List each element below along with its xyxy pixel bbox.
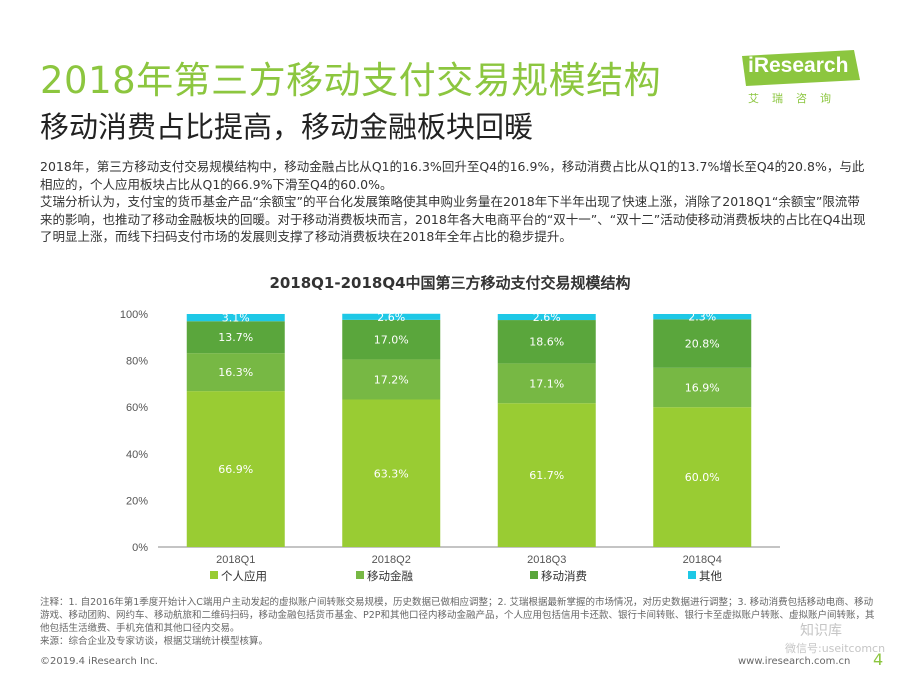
page-title: 2018年第三方移动支付交易规模结构 [40, 59, 662, 102]
summary-paragraph-1: 2018年，第三方移动支付交易规模结构中，移动金融占比从Q1的16.3%回升至Q… [40, 159, 865, 192]
data-label: 61.7% [529, 469, 564, 482]
bar-segment-3-1 [497, 403, 596, 547]
logo-chinese: 艾瑞咨询 [748, 92, 844, 105]
legend-label: 其他 [699, 569, 722, 583]
data-label: 18.6% [529, 336, 564, 349]
bar-segment-3-2 [497, 363, 596, 404]
data-label: 60.0% [685, 471, 720, 484]
data-label: 63.3% [374, 467, 409, 480]
legend-swatch [530, 571, 538, 579]
iresearch-logo: iResearch 艾瑞咨询 [742, 50, 862, 106]
watermark-title: 知识库 [800, 623, 842, 639]
bar-segment-4-2 [653, 367, 752, 408]
data-label: 13.7% [218, 331, 253, 344]
legend-swatch [356, 571, 364, 579]
bar-segment-2-4 [342, 313, 441, 320]
x-tick-label: 2018Q2 [372, 554, 411, 566]
legend-label: 移动消费 [541, 569, 587, 583]
y-tick-label: 40% [126, 449, 148, 461]
bar-segment-1-4 [186, 314, 285, 322]
legend-label: 移动金融 [367, 569, 413, 583]
data-label: 17.1% [529, 377, 564, 390]
page-subtitle: 移动消费占比提高，移动金融板块回暖 [40, 110, 534, 144]
data-label: 17.0% [374, 334, 409, 347]
bar-segment-1-2 [186, 353, 285, 392]
y-tick-label: 100% [120, 309, 148, 321]
legend-label: 个人应用 [221, 569, 267, 583]
bar-segment-4-3 [653, 319, 752, 368]
bar-segment-1-3 [186, 321, 285, 354]
y-tick-label: 60% [126, 402, 148, 414]
legend-swatch [688, 571, 696, 579]
bar-segment-4-1 [653, 407, 752, 547]
footer-website[interactable]: www.iresearch.com.cn [738, 656, 851, 667]
stacked-bar-chart: 0% 20% 40% 60% 80% 100% 66.9% 16.3% 13.7% 3.1% 201… [120, 309, 780, 583]
logo-shape [742, 50, 860, 86]
x-tick-label: 2018Q3 [527, 554, 566, 566]
bar-segment-1-1 [186, 391, 285, 547]
bar-segment-4-4 [653, 314, 752, 320]
data-label: 2.6% [533, 311, 561, 324]
data-label: 66.9% [218, 463, 253, 476]
footer-copyright: ©2019.4 iResearch Inc. [40, 656, 158, 667]
y-tick-label: 20% [126, 495, 148, 507]
x-tick-label: 2018Q1 [216, 554, 255, 566]
logo-text: iResearch [748, 54, 849, 77]
y-tick-label: 80% [126, 356, 148, 368]
bar-segment-3-4 [497, 314, 596, 321]
notes-line: 注释：1. 自2016年第1季度开始计入C端用户主动发起的虚拟账户间转账交易规模… [40, 597, 875, 634]
bar-segment-2-1 [342, 399, 441, 547]
legend-swatch [210, 571, 218, 579]
data-label: 16.3% [218, 366, 253, 379]
summary-paragraph-2: 艾瑞分析认为，支付宝的货币基金产品“余额宝”的平台化发展策略使其申购业务量在20… [40, 194, 866, 244]
data-label: 20.8% [685, 338, 720, 351]
bar-segment-3-3 [497, 320, 596, 364]
y-tick-label: 0% [132, 542, 148, 554]
bar-segment-2-3 [342, 319, 441, 360]
data-label: 2.6% [377, 311, 405, 324]
chart-title: 2018Q1-2018Q4中国第三方移动支付交易规模结构 [269, 274, 631, 292]
data-label: 17.2% [374, 373, 409, 386]
watermark-id: 微信号:useitcomcn [785, 642, 886, 655]
chart-notes: 注释：1. 自2016年第1季度开始计入C端用户主动发起的虚拟账户间转账交易规模… [40, 596, 875, 648]
data-label: 2.3% [688, 311, 716, 324]
page-number: 4 [873, 650, 884, 669]
bar-segment-2-2 [342, 359, 441, 400]
x-tick-label: 2018Q4 [683, 554, 722, 566]
data-label: 3.1% [222, 312, 250, 325]
source-line: 来源：综合企业及专家访谈，根据艾瑞统计模型核算。 [40, 636, 269, 647]
data-label: 16.9% [685, 382, 720, 395]
